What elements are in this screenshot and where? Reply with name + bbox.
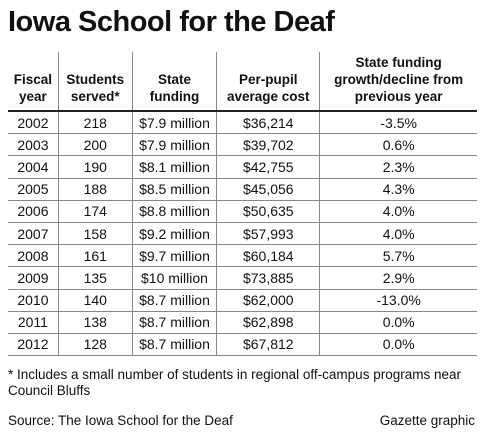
table-cell: $10 million	[131, 266, 217, 290]
table-body: 2002 218 $7.9 million $36,214 -3.5% 2003 200 $7…	[8, 111, 477, 357]
column-header: Per-pupil average cost	[216, 52, 320, 112]
table-cell: 4.0%	[319, 200, 477, 223]
table-row: 2010 140 $8.7 million $62,000 -13.0%	[8, 289, 477, 312]
table-row: 2002 218 $7.9 million $36,214 -3.5%	[8, 111, 477, 135]
table-cell: 128	[57, 333, 133, 357]
header-line: State funding	[355, 55, 442, 70]
table-cell: 2004	[8, 155, 59, 179]
table-cell: 2002	[8, 111, 59, 135]
column-header: Students served*	[57, 52, 133, 112]
table-cell: 2.9%	[319, 266, 477, 290]
header-line: Fiscal	[13, 72, 53, 87]
header-line: average cost	[227, 89, 310, 104]
table-cell: 138	[57, 311, 133, 334]
table-cell: 188	[57, 178, 133, 201]
table-cell: 200	[57, 133, 133, 157]
table-cell: 2006	[8, 200, 59, 223]
table-cell: 4.0%	[319, 222, 477, 246]
column-header: State funding	[131, 52, 217, 112]
table-cell: $73,885	[216, 266, 320, 290]
table-cell: $9.7 million	[131, 244, 217, 268]
table-cell: 161	[57, 244, 133, 268]
table-cell: $8.8 million	[131, 200, 217, 223]
table-cell: 2005	[8, 178, 59, 201]
source: Source: The Iowa School for the Deaf	[8, 413, 233, 428]
table-cell: -3.5%	[319, 111, 477, 135]
table-cell: -13.0%	[319, 289, 477, 312]
footnote: * Includes a small number of students in…	[8, 367, 461, 398]
column-header: Fiscal year	[8, 52, 59, 112]
header-line: Per-pupil	[239, 72, 298, 87]
table-cell: $8.7 million	[131, 289, 217, 312]
table-cell: 0.0%	[319, 311, 477, 334]
header-line: Students	[66, 72, 125, 87]
table-row: 2005 188 $8.5 million $45,056 4.3%	[8, 178, 477, 201]
table-row: 2006 174 $8.8 million $50,635 4.0%	[8, 200, 477, 223]
table-cell: $36,214	[216, 111, 320, 135]
table-cell: $60,184	[216, 244, 320, 268]
table-cell: $8.7 million	[131, 333, 217, 357]
table-cell: $8.1 million	[131, 155, 217, 179]
table-cell: $67,812	[216, 333, 320, 357]
header-line: year	[19, 89, 47, 104]
table-cell: 158	[57, 222, 133, 246]
header-line: State	[157, 72, 191, 87]
table-cell: 2009	[8, 266, 59, 290]
table-cell: $45,056	[216, 178, 320, 201]
table-cell: 2007	[8, 222, 59, 246]
table-cell: 4.3%	[319, 178, 477, 201]
table-cell: 190	[57, 155, 133, 179]
table-cell: $62,000	[216, 289, 320, 312]
header-row: Fiscal year Students served* State funding Per…	[8, 52, 477, 112]
header-line: funding	[149, 89, 200, 104]
table-cell: 140	[57, 289, 133, 312]
table-cell: 135	[57, 266, 133, 290]
table-row: 2003 200 $7.9 million $39,702 0.6%	[8, 133, 477, 157]
table-cell: 0.0%	[319, 333, 477, 357]
table-cell: $62,898	[216, 311, 320, 334]
table-row: 2004 190 $8.1 million $42,755 2.3%	[8, 155, 477, 179]
table-cell: $9.2 million	[131, 222, 217, 246]
table-cell: 0.6%	[319, 133, 477, 157]
table-cell: 2003	[8, 133, 59, 157]
table-row: 2011 138 $8.7 million $62,898 0.0%	[8, 311, 477, 334]
header-line: growth/decline from	[334, 72, 464, 87]
credit: Gazette graphic	[379, 413, 475, 428]
table-cell: $57,993	[216, 222, 320, 246]
table-cell: 2011	[8, 311, 59, 334]
title: Iowa School for the Deaf	[8, 6, 335, 38]
table-cell: 5.7%	[319, 244, 477, 268]
table-cell: 2008	[8, 244, 59, 268]
table-row: 2007 158 $9.2 million $57,993 4.0%	[8, 222, 477, 246]
table-cell: $7.9 million	[131, 111, 217, 135]
table-cell: $42,755	[216, 155, 320, 179]
table-row: 2008 161 $9.7 million $60,184 5.7%	[8, 244, 477, 268]
table-cell: 2010	[8, 289, 59, 312]
table-cell: 2012	[8, 333, 59, 357]
table-cell: $7.9 million	[131, 133, 217, 157]
header-line: served*	[70, 89, 120, 104]
column-header: State funding growth/decline from previous…	[319, 52, 477, 112]
table-row: 2012 128 $8.7 million $67,812 0.0%	[8, 333, 477, 357]
data-table: Fiscal year Students served* State funding Per…	[8, 52, 477, 357]
table-cell: $8.5 million	[131, 178, 217, 201]
table-row: 2009 135 $10 million $73,885 2.9%	[8, 266, 477, 290]
table-cell: $39,702	[216, 133, 320, 157]
table-cell: 218	[57, 111, 133, 135]
table-cell: 2.3%	[319, 155, 477, 179]
table-cell: $50,635	[216, 200, 320, 223]
table-cell: $8.7 million	[131, 311, 217, 334]
header-line: previous year	[354, 89, 443, 104]
table-cell: 174	[57, 200, 133, 223]
